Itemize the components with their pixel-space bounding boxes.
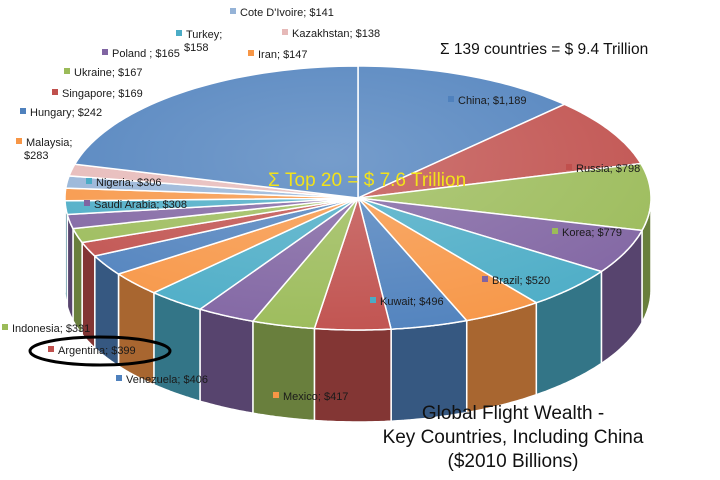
chart-title-line-3: ($2010 Billions): [447, 451, 579, 472]
chart-title-line-1: Global Flight Wealth -: [421, 403, 605, 424]
slice-label-13: Singapore; $169: [52, 88, 143, 100]
slice-label-text: Saudi Arabia; $308: [94, 199, 187, 211]
slice-label-swatch: [2, 324, 8, 330]
slice-label-text: Mexico; $417: [283, 391, 348, 403]
top20-note: Σ Top 20 = $ 7.6 Trillion: [268, 170, 467, 191]
slice-label-text: Cote D'Ivoire; $141: [240, 7, 334, 19]
slice-label-15: Poland ; $165: [102, 48, 180, 60]
slice-label-swatch: [102, 49, 108, 55]
slice-label-text: Korea; $779: [562, 227, 622, 239]
slice-label-text: Iran; $147: [258, 49, 308, 61]
slice-label-swatch: [248, 50, 254, 56]
slice-label-3: Brazil; $520: [482, 275, 550, 287]
slice-label-swatch: [64, 68, 70, 74]
slice-label-swatch: [48, 346, 54, 352]
slice-label-text: Venezuela; $406: [126, 374, 208, 386]
slice-label-swatch: [84, 200, 90, 206]
slice-label-swatch: [116, 375, 122, 381]
slice-label-text: Nigeria; $306: [96, 177, 161, 189]
slice-label-swatch: [273, 392, 279, 398]
slice-label-1: Russia; $798: [566, 163, 640, 175]
slice-label-swatch: [370, 297, 376, 303]
slice-label-text: Kuwait; $496: [380, 296, 444, 308]
slice-label-14: Ukraine; $167: [64, 67, 143, 79]
slice-label-text: Hungary; $242: [30, 107, 102, 119]
slice-label-5: Mexico; $417: [273, 391, 348, 403]
slice-label-swatch: [482, 276, 488, 282]
highlight-circle: [28, 335, 172, 367]
slice-label-text: Malaysia;: [26, 137, 72, 149]
slice-label-swatch: [20, 108, 26, 114]
pie-slice-side-9: [199, 308, 254, 415]
slice-label-swatch: [448, 96, 454, 102]
slice-label-text: Indonesia; $331: [12, 323, 90, 335]
slice-label-7: Argentina; $399: [48, 345, 136, 357]
slice-label-swatch: [566, 164, 572, 170]
slice-label-swatch: [176, 30, 182, 36]
pie-slice-side-8: [252, 320, 316, 422]
slice-label-swatch: [52, 89, 58, 95]
slice-label-text: Russia; $798: [576, 163, 640, 175]
chart-title: Global Flight Wealth - Key Countries, In…: [348, 402, 678, 474]
slice-label-6: Venezuela; $406: [116, 374, 208, 386]
slice-label-text: Argentina; $399: [58, 345, 136, 357]
slice-label-text: Brazil; $520: [492, 275, 550, 287]
chart-title-line-2: Key Countries, Including China: [382, 427, 644, 448]
slice-label-16: Turkey;$158: [176, 29, 222, 54]
slice-label-swatch: [552, 228, 558, 234]
slice-label-11: Malaysia;$283: [16, 137, 72, 162]
slice-label-text: $283: [24, 150, 48, 162]
slice-label-text: Kazakhstan; $138: [292, 28, 380, 40]
slice-label-0: China; $1,189: [448, 95, 527, 107]
slice-label-17: Iran; $147: [248, 49, 308, 61]
pie-gloss: [65, 66, 651, 330]
slice-label-12: Hungary; $242: [20, 107, 102, 119]
slice-label-text: Ukraine; $167: [74, 67, 143, 79]
slice-label-10: Nigeria; $306: [86, 177, 161, 189]
slice-label-swatch: [86, 178, 92, 184]
pie-slice-side-14: [72, 228, 83, 337]
slice-label-9: Saudi Arabia; $308: [84, 199, 187, 211]
slice-label-2: Korea; $779: [552, 227, 622, 239]
slice-label-swatch: [282, 29, 288, 35]
slice-label-8: Indonesia; $331: [2, 323, 90, 335]
slice-label-text: China; $1,189: [458, 95, 527, 107]
slice-label-text: Poland ; $165: [112, 48, 180, 60]
slice-label-swatch: [16, 138, 22, 144]
slice-label-swatch: [230, 8, 236, 14]
pie-slice-side-15: [66, 214, 74, 321]
slice-label-text: Singapore; $169: [62, 88, 143, 100]
slice-label-4: Kuwait; $496: [370, 296, 444, 308]
slice-label-19: Kazakhstan; $138: [282, 28, 380, 40]
slice-label-text: $158: [184, 42, 208, 54]
slice-label-18: Cote D'Ivoire; $141: [230, 7, 334, 19]
slice-label-text: Turkey;: [186, 29, 222, 41]
total-note: Σ 139 countries = $ 9.4 Trillion: [440, 41, 649, 58]
